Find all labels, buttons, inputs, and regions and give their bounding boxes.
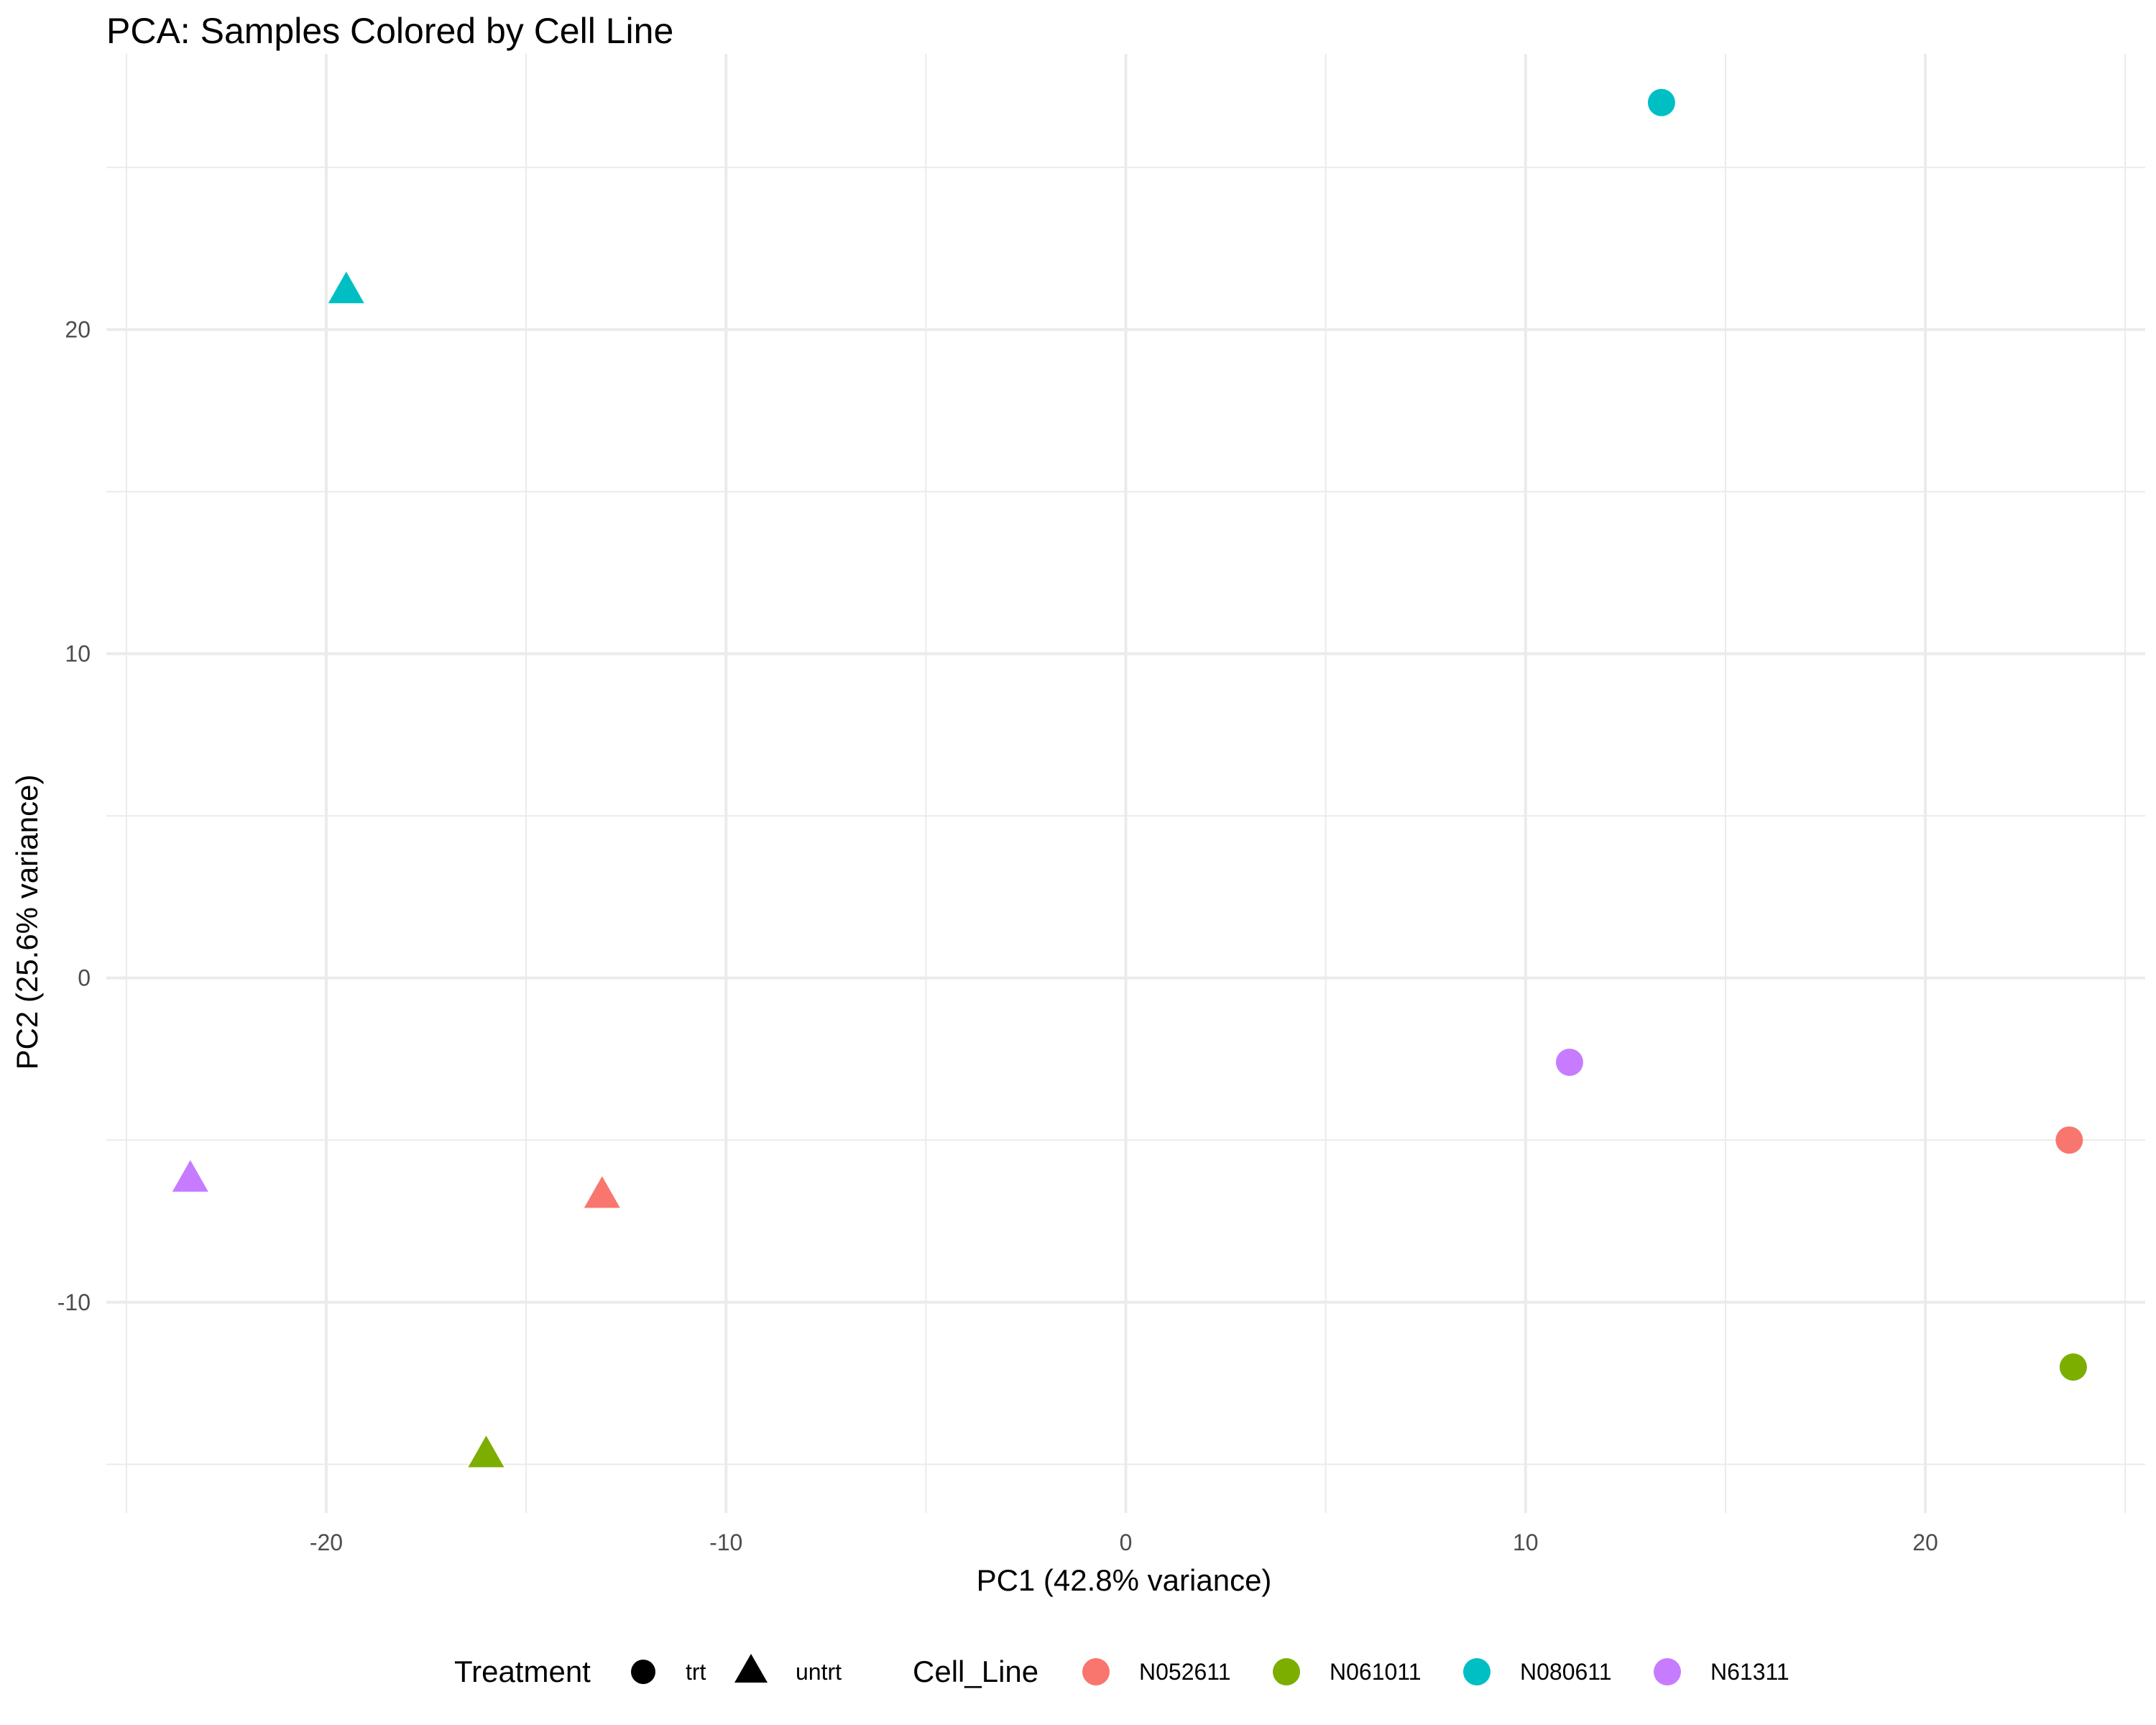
legend-key-n061011 (1273, 1658, 1300, 1685)
legend-label-n080611: N080611 (1520, 1659, 1612, 1685)
data-point-circle (1647, 88, 1675, 116)
plot-grid (106, 54, 2145, 1513)
color-legend-entries: N052611 N061011 N080611 N61311 (1082, 1658, 1789, 1685)
legend-label-n052611: N052611 (1139, 1659, 1231, 1685)
legend-label-trt: trt (686, 1659, 706, 1685)
legend-label-n61311: N61311 (1710, 1659, 1789, 1685)
y-tick-label: 20 (65, 316, 91, 342)
x-tick-label: 10 (1513, 1530, 1539, 1555)
data-point-triangle (172, 1159, 208, 1192)
legend: Treatment trt untrt Cell_Line N052611 N06… (454, 1654, 1789, 1688)
legend-label-untrt: untrt (796, 1659, 842, 1685)
chart-title: PCA: Samples Colored by Cell Line (106, 11, 673, 51)
legend-key-n61311 (1654, 1658, 1681, 1685)
legend-key-untrt-triangle (734, 1654, 768, 1683)
x-axis-title: PC1 (42.8% variance) (977, 1563, 1272, 1597)
data-points (172, 88, 2087, 1468)
y-axis-ticks: -10 0 10 20 (57, 316, 91, 1315)
y-tick-label: -10 (57, 1289, 91, 1315)
data-point-circle (2055, 1126, 2083, 1154)
legend-label-n061011: N061011 (1330, 1659, 1422, 1685)
x-tick-label: 20 (1912, 1530, 1938, 1555)
y-tick-label: 0 (78, 965, 91, 991)
y-axis-title: PC2 (25.6% variance) (10, 775, 44, 1070)
y-tick-label: 10 (65, 641, 91, 667)
x-axis-ticks: -20 -10 0 10 20 (310, 1530, 1938, 1555)
x-tick-label: 0 (1120, 1530, 1133, 1555)
legend-key-n052611 (1082, 1658, 1110, 1685)
legend-title-cell-line: Cell_Line (913, 1655, 1038, 1688)
legend-title-treatment: Treatment (454, 1655, 591, 1688)
data-point-triangle (468, 1435, 505, 1468)
x-tick-label: -20 (310, 1530, 343, 1555)
data-point-triangle (584, 1176, 620, 1208)
legend-key-n080611 (1463, 1658, 1491, 1685)
data-point-circle (1555, 1048, 1583, 1076)
data-point-circle (2059, 1353, 2087, 1381)
data-point-triangle (328, 271, 364, 303)
legend-key-trt-circle (631, 1660, 655, 1684)
x-tick-label: -10 (709, 1530, 742, 1555)
